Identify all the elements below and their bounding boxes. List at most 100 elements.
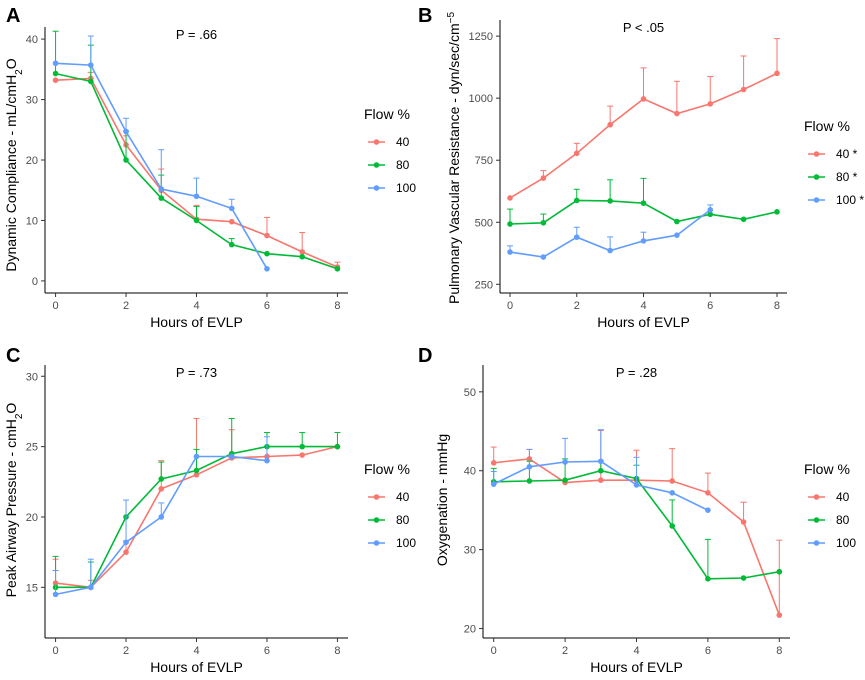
series-40: [52, 417, 341, 591]
legend-point: [813, 174, 820, 180]
x-tick-label: 6: [264, 300, 270, 312]
y-tick-label: 1250: [469, 31, 493, 43]
legend-title: Flow %: [804, 118, 850, 134]
legend-point: [373, 139, 380, 145]
data-point: [776, 612, 783, 618]
data-point: [573, 197, 580, 204]
data-point: [123, 539, 129, 546]
series-80: [52, 30, 341, 272]
data-point: [123, 549, 129, 555]
legend-label: 40: [836, 490, 850, 504]
legend-item-80: 80: [808, 513, 850, 527]
data-point: [540, 219, 547, 226]
legend-label: 40: [396, 135, 410, 149]
data-point: [526, 463, 533, 470]
data-point: [573, 234, 580, 240]
data-point: [774, 209, 780, 215]
data-point: [707, 211, 714, 218]
x-tick-label: 8: [334, 300, 340, 312]
series-40: [52, 71, 341, 270]
legend-item-40: 40: [368, 135, 410, 149]
series-40: [507, 38, 780, 201]
y-tick-label: 50: [464, 387, 476, 399]
x-tick-label: 2: [123, 645, 129, 657]
data-point: [640, 238, 647, 244]
data-point: [264, 250, 270, 257]
data-point: [607, 198, 613, 204]
data-point: [740, 575, 747, 581]
data-point: [158, 486, 165, 492]
y-tick-label: 1000: [469, 93, 493, 105]
legend-item-80: 80 *: [808, 170, 858, 184]
data-point: [740, 86, 747, 93]
x-tick-label: 8: [334, 645, 340, 657]
legend-label: 100: [836, 536, 856, 550]
data-point: [598, 458, 604, 465]
data-point: [705, 507, 711, 513]
data-point: [264, 232, 270, 239]
x-tick-label: 0: [491, 645, 497, 657]
legend: Flow % 40 80 100: [364, 461, 416, 550]
legend-point: [373, 162, 380, 168]
panel-letter: B: [418, 5, 432, 27]
legend-title: Flow %: [804, 461, 850, 477]
data-point: [123, 128, 129, 135]
y-tick-label: 20: [464, 624, 476, 636]
legend: Flow % 40 80 100: [804, 461, 856, 550]
series-80: [507, 177, 780, 227]
y-tick-label: 40: [26, 34, 38, 46]
data-point: [299, 443, 305, 450]
data-point: [674, 232, 680, 238]
data-point: [158, 186, 165, 192]
legend-label: 100: [396, 536, 416, 550]
x-tick-label: 0: [53, 645, 59, 657]
data-point: [264, 266, 270, 272]
legend-point: [813, 517, 820, 523]
x-tick-label: 6: [707, 300, 713, 312]
legend-item-100: 100: [368, 536, 416, 550]
legend-label: 80: [836, 513, 850, 527]
legend: Flow % 40 80 100: [364, 106, 416, 195]
panel-letter: D: [418, 345, 432, 367]
legend-point: [373, 517, 380, 523]
panel-letter: C: [6, 345, 20, 367]
legend-item-100: 100: [368, 181, 416, 195]
data-point: [633, 482, 640, 488]
data-point: [228, 453, 235, 460]
y-tick-label: 20: [26, 512, 38, 524]
data-point: [193, 217, 200, 224]
data-point: [193, 467, 200, 474]
x-axis-label: Hours of EVLP: [597, 314, 690, 330]
data-point: [507, 221, 513, 227]
data-point: [228, 241, 235, 248]
data-point: [707, 207, 714, 213]
data-point: [540, 175, 547, 181]
data-point: [264, 457, 270, 464]
data-point: [52, 60, 59, 67]
data-point: [540, 254, 547, 260]
data-point: [228, 205, 235, 212]
data-point: [193, 193, 200, 200]
legend-label: 100 *: [836, 193, 864, 207]
legend-label: 80: [396, 158, 410, 172]
data-point: [88, 78, 94, 85]
legend-item-80: 80: [368, 158, 410, 172]
legend-label: 100: [396, 181, 416, 195]
data-point: [740, 519, 747, 525]
x-tick-label: 0: [507, 300, 513, 312]
data-point: [674, 218, 680, 225]
y-tick-label: 15: [26, 582, 38, 594]
data-point: [490, 460, 497, 466]
data-point: [507, 195, 513, 201]
legend-point: [813, 151, 820, 157]
data-point: [607, 121, 613, 128]
legend-label: 80 *: [836, 170, 858, 184]
y-tick-label: 30: [26, 371, 38, 383]
series-100: [52, 35, 270, 272]
legend: Flow % 40 * 80 * 100 *: [804, 118, 864, 207]
data-point: [158, 476, 165, 482]
data-point: [640, 200, 647, 206]
x-tick-label: 4: [193, 300, 199, 312]
data-point: [88, 62, 94, 68]
data-point: [228, 218, 235, 225]
